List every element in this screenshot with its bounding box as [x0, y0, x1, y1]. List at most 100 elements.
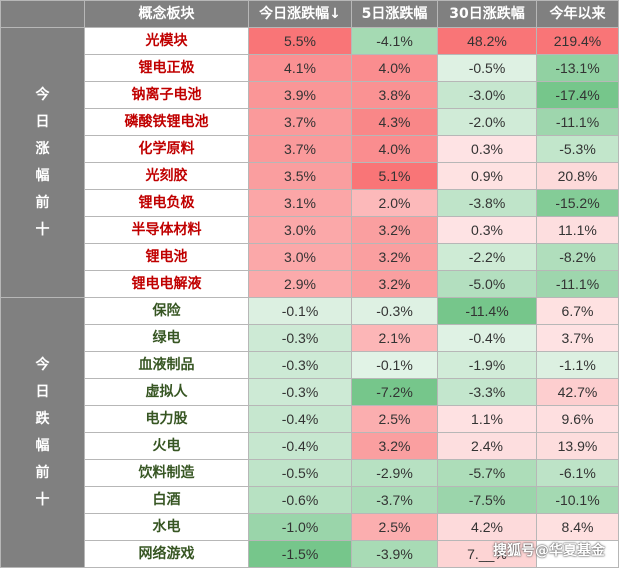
cell-today: 3.9%	[248, 81, 352, 109]
cell-d5: -7.2%	[351, 378, 438, 406]
concept-name[interactable]: 锂电正极	[84, 54, 249, 82]
concept-name[interactable]: 绿电	[84, 324, 249, 352]
table-row[interactable]: 电力股 -0.4% 2.5% 1.1% 9.6%	[1, 405, 619, 433]
header-5d-change[interactable]: 5日涨跌幅	[351, 0, 438, 28]
cell-d5: 4.0%	[351, 135, 438, 163]
cell-d5: 3.2%	[351, 216, 438, 244]
concept-name[interactable]: 网络游戏	[84, 540, 249, 568]
cell-ytd: -11.1%	[536, 270, 619, 298]
table-row[interactable]: 磷酸铁锂电池 3.7% 4.3% -2.0% -11.1%	[1, 108, 619, 136]
cell-ytd: -17.4%	[536, 81, 619, 109]
concept-name[interactable]: 虚拟人	[84, 378, 249, 406]
table-row[interactable]: 网络游戏 -1.5% -3.9% 7.__%	[1, 540, 619, 568]
cell-ytd: 42.7%	[536, 378, 619, 406]
table-row[interactable]: 化学原料 3.7% 4.0% 0.3% -5.3%	[1, 135, 619, 163]
cell-ytd	[536, 540, 619, 568]
concept-name[interactable]: 光刻胶	[84, 162, 249, 190]
table-row[interactable]: 绿电 -0.3% 2.1% -0.4% 3.7%	[1, 324, 619, 352]
table-row[interactable]: 锂电电解液 2.9% 3.2% -5.0% -11.1%	[1, 270, 619, 298]
concept-name[interactable]: 化学原料	[84, 135, 249, 163]
table-row[interactable]: 今日跌幅前十保险 -0.1% -0.3% -11.4% 6.7%	[0, 297, 619, 568]
watermark: 搜狐号@华夏基金	[493, 543, 605, 559]
concept-name[interactable]: 血液制品	[84, 351, 249, 379]
cell-d30: -5.7%	[437, 459, 537, 487]
concept-name[interactable]: 钠离子电池	[84, 81, 249, 109]
cell-d30: -0.4%	[437, 324, 537, 352]
cell-d30: -3.0%	[437, 81, 537, 109]
concept-name[interactable]: 饮料制造	[84, 459, 249, 487]
header-concept[interactable]: 概念板块	[84, 0, 249, 28]
concept-name[interactable]: 火电	[84, 432, 249, 460]
concept-name[interactable]: 光模块	[84, 27, 249, 55]
cell-today: -0.4%	[248, 432, 352, 460]
cell-ytd: -15.2%	[536, 189, 619, 217]
cell-d30: 4.2%	[437, 513, 537, 541]
cell-d5: -0.1%	[351, 351, 438, 379]
table-row[interactable]: 锂电正极 4.1% 4.0% -0.5% -13.1%	[1, 54, 619, 82]
cell-d30: -7.5%	[437, 486, 537, 514]
header-row: 概念板块 今日涨跌幅↓ 5日涨跌幅 30日涨跌幅 今年以来	[0, 0, 619, 28]
cell-d5: -3.7%	[351, 486, 438, 514]
header-corner	[0, 0, 85, 28]
table-row[interactable]: 血液制品 -0.3% -0.1% -1.9% -1.1%	[1, 351, 619, 379]
cell-today: 3.5%	[248, 162, 352, 190]
cell-d30: -0.5%	[437, 54, 537, 82]
concept-name[interactable]: 电力股	[84, 405, 249, 433]
concept-name[interactable]: 锂电电解液	[84, 270, 249, 298]
concept-name[interactable]: 锂电负极	[84, 189, 249, 217]
cell-d30: 0.9%	[437, 162, 537, 190]
group-label-text: 今日跌幅前十	[35, 356, 50, 508]
table-row[interactable]: 钠离子电池 3.9% 3.8% -3.0% -17.4%	[1, 81, 619, 109]
cell-today: -0.3%	[248, 351, 352, 379]
table-row[interactable]: 白酒 -0.6% -3.7% -7.5% -10.1%	[1, 486, 619, 514]
table-row[interactable]: 今日涨幅前十 光模块 5.5% -4.1% 48.2% 219.4%	[0, 27, 619, 298]
table-row[interactable]: 饮料制造 -0.5% -2.9% -5.7% -6.1%	[1, 459, 619, 487]
cell-d5: 5.1%	[351, 162, 438, 190]
cell-d30: 1.1%	[437, 405, 537, 433]
cell-d5: 3.2%	[351, 270, 438, 298]
cell-d30: 2.4%	[437, 432, 537, 460]
cell-today: 5.5%	[248, 27, 352, 55]
cell-today: 4.1%	[248, 54, 352, 82]
header-30d-change[interactable]: 30日涨跌幅	[437, 0, 537, 28]
header-ytd-change[interactable]: 今年以来	[536, 0, 619, 28]
cell-d30: -3.3%	[437, 378, 537, 406]
cell-ytd: 219.4%	[536, 27, 619, 55]
group-label-gainers: 今日涨幅前十	[0, 27, 85, 298]
table-row[interactable]: 半导体材料 3.0% 3.2% 0.3% 11.1%	[1, 216, 619, 244]
cell-ytd: -13.1%	[536, 54, 619, 82]
cell-today: 3.0%	[248, 243, 352, 271]
cell-ytd: -5.3%	[536, 135, 619, 163]
cell-ytd: -8.2%	[536, 243, 619, 271]
table-row[interactable]: 锂电池 3.0% 3.2% -2.2% -8.2%	[1, 243, 619, 271]
cell-d5: 2.5%	[351, 513, 438, 541]
header-today-change[interactable]: 今日涨跌幅↓	[248, 0, 352, 28]
cell-d30: -2.2%	[437, 243, 537, 271]
cell-ytd: 13.9%	[536, 432, 619, 460]
table-row[interactable]: 光刻胶 3.5% 5.1% 0.9% 20.8%	[1, 162, 619, 190]
table-row[interactable]: 锂电负极 3.1% 2.0% -3.8% -15.2%	[1, 189, 619, 217]
table-row[interactable]: 火电 -0.4% 3.2% 2.4% 13.9%	[1, 432, 619, 460]
concept-name[interactable]: 半导体材料	[84, 216, 249, 244]
cell-d5: 2.0%	[351, 189, 438, 217]
concept-name[interactable]: 锂电池	[84, 243, 249, 271]
cell-d30: 7.__%	[437, 540, 537, 568]
concept-name[interactable]: 保险	[84, 297, 249, 325]
cell-d5: 3.8%	[351, 81, 438, 109]
cell-d5: 2.5%	[351, 405, 438, 433]
cell-today: -0.4%	[248, 405, 352, 433]
group-label-text: 今日涨幅前十	[35, 86, 50, 238]
concept-name[interactable]: 水电	[84, 513, 249, 541]
cell-ytd: 9.6%	[536, 405, 619, 433]
cell-today: -0.3%	[248, 378, 352, 406]
cell-ytd: -10.1%	[536, 486, 619, 514]
cell-today: -0.5%	[248, 459, 352, 487]
table-row[interactable]: 虚拟人 -0.3% -7.2% -3.3% 42.7%	[1, 378, 619, 406]
cell-ytd: -1.1%	[536, 351, 619, 379]
table-row[interactable]: 水电 -1.0% 2.5% 4.2% 8.4%	[1, 513, 619, 541]
concept-name[interactable]: 磷酸铁锂电池	[84, 108, 249, 136]
cell-d30: -3.8%	[437, 189, 537, 217]
concept-name[interactable]: 白酒	[84, 486, 249, 514]
cell-d5: 3.2%	[351, 243, 438, 271]
cell-d5: -4.1%	[351, 27, 438, 55]
